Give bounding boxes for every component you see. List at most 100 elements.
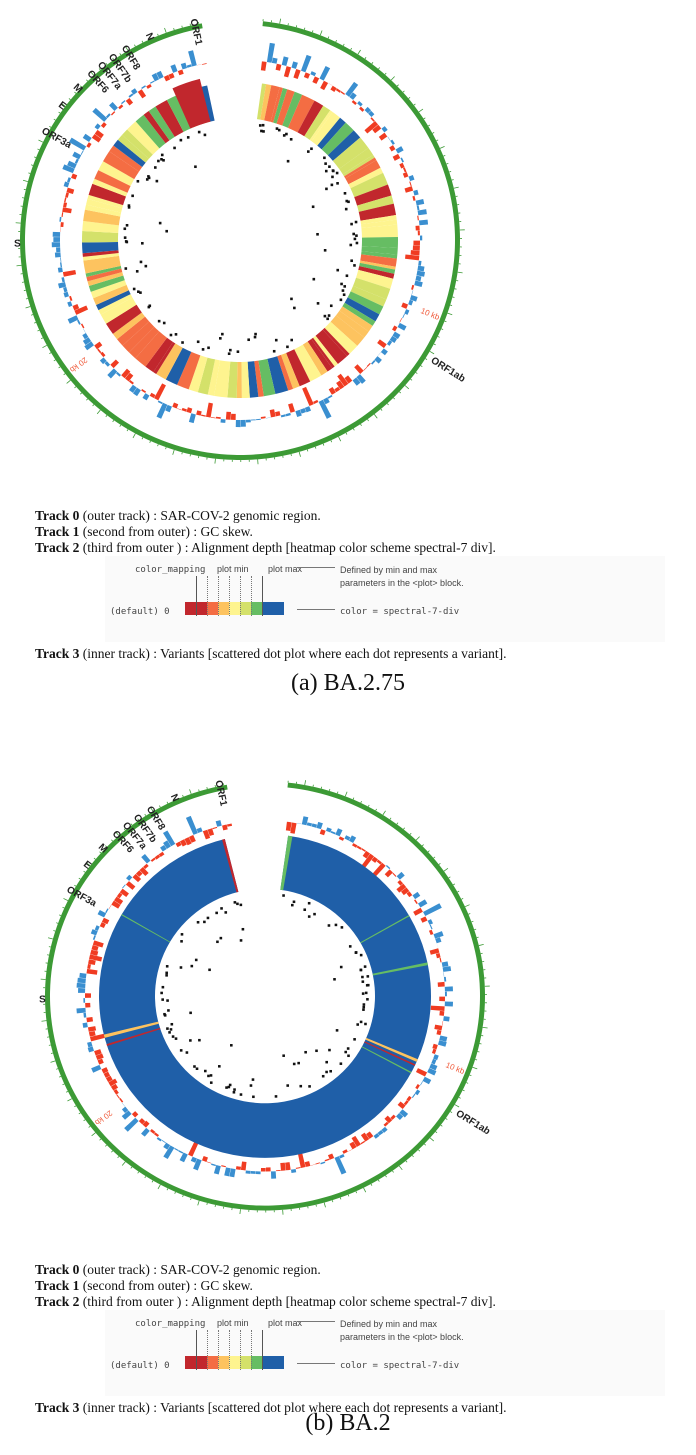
gc-skew-bar (59, 216, 62, 222)
genome-tick (105, 845, 108, 848)
gc-skew-bar (62, 207, 72, 214)
gc-skew-bar (201, 1155, 208, 1162)
variant-dot (233, 1088, 236, 1091)
genome-tick (123, 828, 126, 831)
variant-dot (331, 169, 335, 172)
gc-skew-bar (86, 142, 92, 148)
genome-tick (172, 449, 175, 455)
gc-skew-bar (94, 129, 104, 139)
gc-skew-bar (304, 406, 312, 413)
gc-skew-bar (409, 295, 418, 302)
gc-skew-bar (269, 409, 276, 418)
depth-heatmap-cell (153, 341, 176, 374)
gc-skew-bar (146, 83, 152, 89)
variant-dot (179, 1049, 183, 1052)
genome-tick (323, 1202, 326, 1208)
color-swatch (185, 602, 196, 615)
gc-skew-bar (310, 71, 317, 77)
depth-heatmap-cell (359, 262, 396, 274)
gc-skew-bar (108, 904, 112, 909)
depth-heatmap-cell (304, 105, 331, 140)
depth-heatmap-cell (127, 121, 160, 155)
genome-tick (214, 458, 216, 464)
gc-skew-bar (435, 952, 441, 959)
variant-dot (343, 285, 347, 288)
gene-label: ORF1ab (454, 1108, 492, 1137)
gc-skew-bar (222, 824, 228, 831)
genome-tick (429, 350, 435, 355)
gc-skew-bar (357, 101, 363, 107)
genome-tick (125, 46, 129, 51)
genome-tick (165, 447, 167, 450)
gc-skew-bar (110, 1083, 119, 1091)
variant-dot (342, 293, 346, 297)
gc-skew-bar (174, 1147, 179, 1152)
gc-skew-bar (143, 863, 149, 870)
genome-tick (62, 906, 65, 909)
gc-skew-bar (334, 386, 341, 393)
gc-skew-bar (82, 133, 92, 142)
gc-skew-bar (235, 1166, 242, 1170)
gc-skew-bar (260, 1168, 266, 1172)
gc-skew-bar (69, 295, 73, 301)
gc-skew-bar (71, 173, 78, 180)
genome-tick (445, 1118, 448, 1120)
default-label: (default) 0 (110, 1361, 170, 1371)
variant-dot (334, 923, 338, 927)
depth-heatmap-cell (214, 360, 231, 398)
genome-tick (58, 111, 61, 114)
genome-tick (34, 322, 37, 324)
variant-dot (308, 1085, 311, 1088)
variant-dot (218, 1065, 221, 1068)
gc-skew-bar (196, 827, 203, 834)
gc-skew-bar (179, 839, 187, 847)
variant-dot (207, 346, 210, 350)
depth-heatmap-cell (344, 297, 380, 322)
variant-dot (194, 958, 198, 962)
gc-skew-bar (402, 313, 405, 319)
genome-tick (447, 312, 453, 316)
gc-skew-bar (141, 389, 147, 393)
depth-heatmap-cell (135, 331, 168, 367)
variant-dot (198, 1038, 201, 1042)
color-swatch (273, 1356, 284, 1369)
color-swatch (251, 602, 262, 615)
genome-tick (295, 25, 298, 28)
genome-tick (86, 79, 89, 82)
gc-skew-bar (399, 1109, 409, 1118)
gc-skew-bar (429, 1063, 438, 1071)
variant-dot (286, 1084, 290, 1087)
gc-skew-bar (90, 949, 99, 956)
variant-dot (207, 1074, 210, 1078)
variant-dot (224, 911, 228, 914)
variant-dot (344, 1050, 348, 1054)
color-swatch (240, 602, 251, 615)
gc-skew-bar (149, 392, 156, 399)
variant-dot (315, 1049, 318, 1053)
variant-dot (228, 1083, 232, 1087)
depth-heatmap-cell (335, 310, 369, 338)
variant-dot (329, 304, 333, 308)
gc-skew-bar (88, 1030, 96, 1037)
genome-tick (468, 913, 471, 915)
variant-dot (219, 936, 223, 940)
genome-tick (375, 808, 378, 811)
gc-skew-bar (220, 418, 226, 423)
gc-skew-bar (402, 171, 409, 178)
genome-tick (380, 408, 383, 411)
variant-dot (312, 277, 316, 281)
gc-skew-bar (170, 64, 178, 73)
gc-skew-bar (197, 64, 202, 66)
gc-skew-bar (352, 377, 361, 386)
depth-heatmap-cell (241, 361, 250, 398)
depth-heatmap-cell (135, 114, 166, 149)
variant-dot (329, 1069, 332, 1073)
depth-heatmap-cell (113, 139, 146, 168)
variant-dot (310, 147, 313, 151)
depth-heatmap-cell (358, 266, 395, 279)
genome-tick (409, 832, 412, 835)
variant-dot (132, 287, 136, 291)
variant-dot (260, 129, 263, 133)
variant-dot (307, 901, 311, 905)
genome-tick (105, 62, 108, 66)
